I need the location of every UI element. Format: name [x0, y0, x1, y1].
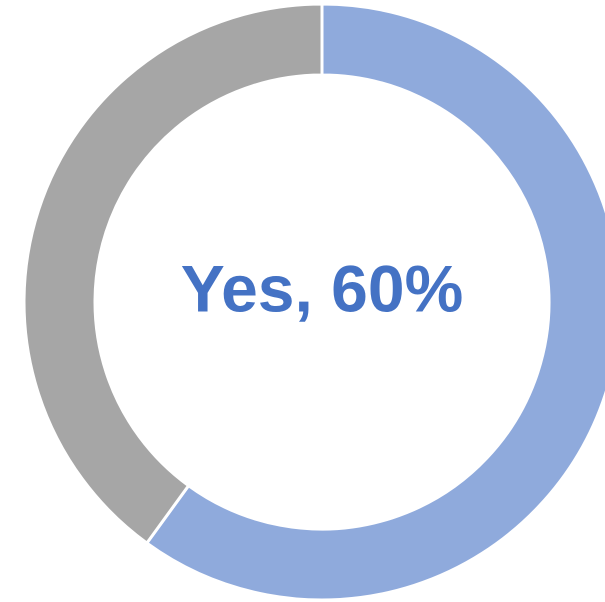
segments [22, 2, 605, 602]
segment [144, 2, 605, 602]
segment [22, 2, 324, 546]
center-label: Yes, 60% [181, 251, 464, 325]
